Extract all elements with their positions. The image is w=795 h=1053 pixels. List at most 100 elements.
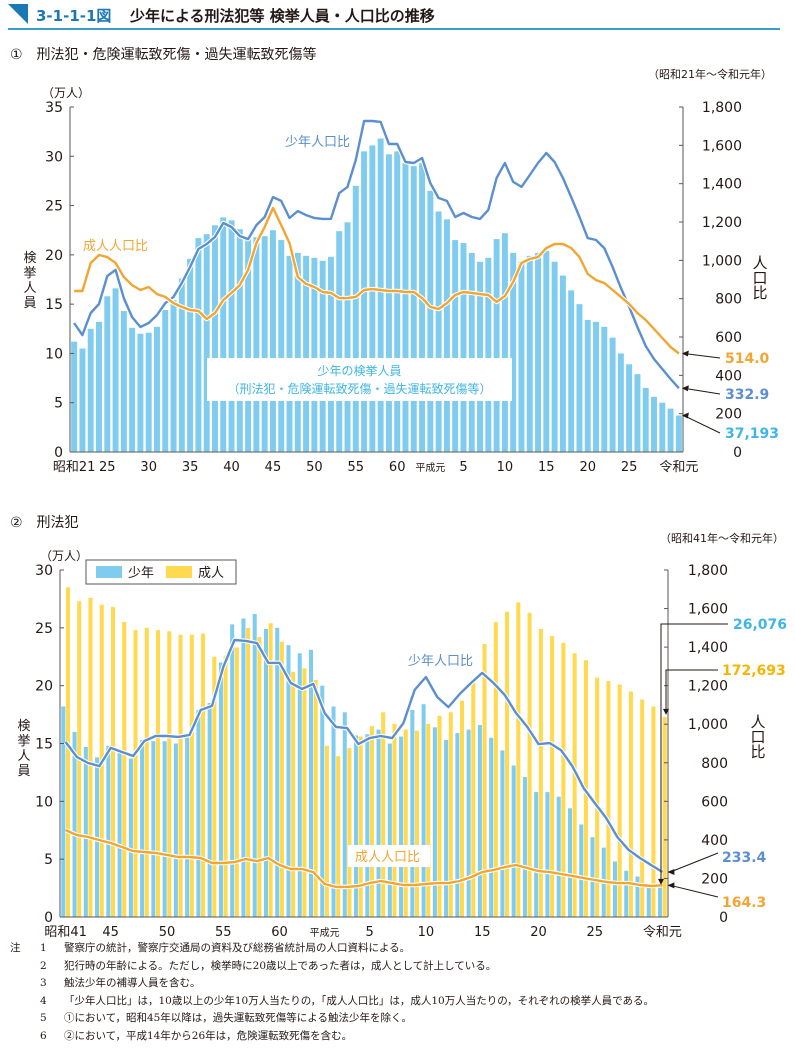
chart2-x-tick-label: 60	[271, 925, 288, 940]
chart2-bar-adult	[324, 745, 329, 917]
chart2-bar-juvenile	[72, 731, 77, 917]
chart1-bar-juvenile	[278, 240, 285, 452]
chart2-annotation-label: 164.3	[722, 895, 766, 911]
chart1-right-axis-title-char: 口	[752, 269, 767, 287]
chart2-right-tick-label: 1,000	[688, 717, 728, 733]
chart2-bar-juvenile	[545, 792, 550, 917]
chart2-bar-juvenile	[624, 870, 629, 917]
chart2-annotation-label: 172,693	[722, 663, 786, 679]
chart1-annotation-label: 37,193	[725, 426, 779, 442]
chart2-right-tick-label: 0	[719, 910, 728, 926]
chart1-right-tick-label: 1,000	[702, 253, 742, 269]
chart1-bar-juvenile	[510, 252, 517, 452]
chart1-left-tick-label: 25	[45, 199, 63, 215]
chart1-bar-juvenile	[667, 408, 674, 452]
chart2-right-axis-title-char: 人	[750, 713, 765, 731]
chart2-annotation-label: 26,076	[733, 617, 787, 633]
chart1-bar-juvenile	[626, 364, 633, 452]
chart2-bar-adult	[426, 723, 431, 917]
chart1-x-tick-label: 15	[538, 460, 555, 475]
note-item: 注 1 警察庁の統計，警察庁交通局の資料及び総務省統計局の人口資料による。	[10, 942, 411, 954]
chart2-annotation-arrow	[670, 884, 719, 898]
chart1-bar-juvenile	[609, 337, 616, 452]
chart2-x-tick-label: 5	[365, 925, 373, 940]
chart2-bar-adult	[313, 679, 318, 917]
chart1-left-unit: （万人）	[42, 86, 90, 100]
chart2-bar-adult	[65, 587, 70, 917]
chart1-x-tick-label: 10	[497, 460, 514, 475]
chart1-bar-juvenile	[319, 260, 326, 452]
chart2-bar-juvenile	[477, 724, 482, 917]
chart2-bar-adult	[493, 622, 498, 917]
chart1-line-juvenile-ratio	[73, 119, 680, 390]
chart1-right-axis-title-char: 比	[752, 284, 767, 302]
chart2-bar-juvenile	[151, 741, 156, 917]
chart1-bar-juvenile	[269, 230, 276, 452]
chart1-bar-juvenile	[112, 288, 119, 452]
chart1-range-note: （昭和21年～令和元年）	[648, 68, 772, 81]
chart1-right-tick-label: 1,400	[702, 177, 742, 193]
chart2-bar-juvenile	[218, 662, 223, 917]
chart2-bar-juvenile	[556, 796, 561, 917]
chart1-left-tick-label: 35	[45, 100, 63, 116]
chart1-left-tick-label: 30	[45, 149, 63, 165]
chart2-left-tick-label: 10	[35, 794, 53, 810]
note-item: 4 「少年人口比」は，10歳以上の少年10万人当たりの，「成人人口比」は，成人10…	[40, 994, 654, 1007]
chart1-left-axis-title-char: 検	[23, 251, 36, 266]
chart2-bar-juvenile	[196, 709, 201, 917]
chart1-bar-juvenile	[377, 138, 384, 453]
chart2-right-tick-label: 1,800	[688, 563, 728, 579]
chart2-left-axis-title-char: 人	[17, 749, 30, 764]
chart2-bar-juvenile	[421, 704, 426, 917]
chart2-bar-adult	[234, 647, 239, 917]
chart2-x-tick-label: 20	[530, 925, 547, 940]
chart1-right-tick-label: 1,200	[702, 215, 742, 231]
charts-canvas: 少年の検挙人員 （刑法犯・危険運転致死傷・過失運転致死傷等） 0 5 10 15 20 25 3…	[17, 86, 787, 940]
chart2-bar-juvenile	[140, 740, 145, 917]
chart1-bar-juvenile	[559, 275, 566, 452]
chart1-bar-juvenile	[617, 353, 624, 452]
chart2-bar-adult	[189, 634, 194, 917]
note-item: 2 犯行時の年齢による。ただし，検挙時に20歳以上であった者は，成人として計上して…	[40, 959, 497, 972]
chart2-bar-adult	[414, 730, 420, 917]
chart2-right-tick-label: 400	[701, 833, 728, 849]
chart2-bar-juvenile	[106, 745, 111, 917]
chart2-bar-adult	[516, 602, 521, 917]
chart2-left-tick-label: 5	[44, 852, 53, 868]
chart2-left-tick-label: 30	[35, 563, 53, 579]
chart2-right-axis-title-char: 口	[750, 728, 765, 746]
chart2-legend-label-adult: 成人	[198, 566, 224, 581]
chart2-bar-juvenile	[230, 624, 235, 917]
chart1-bar-juvenile	[79, 348, 86, 452]
chart1-left-axis-title: 検挙人員	[23, 251, 36, 311]
chart2-x-tick-label: 15	[474, 925, 491, 940]
chart1-left-axis-title-char: 人	[23, 281, 36, 296]
chart1-right-tick-label: 400	[715, 368, 742, 384]
chart2-bar-adult	[550, 635, 555, 917]
chart2-bar-juvenile	[387, 743, 392, 917]
chart1-bar-juvenile	[162, 310, 169, 452]
chart1-bar-juvenile	[120, 311, 127, 452]
chart1-bar-label-line1: 少年の検挙人員	[317, 364, 401, 378]
chart1-x-tick-label: 20	[579, 460, 596, 475]
chart2-bar-adult	[336, 756, 341, 917]
chart2-bar-adult	[144, 627, 149, 917]
chart2-bar-adult	[381, 712, 386, 917]
chart2-x-tick-label: 50	[159, 925, 176, 940]
figure-title: 少年による刑法犯等 検挙人員・人口比の推移	[130, 7, 435, 25]
chart2-bar-adult	[223, 655, 228, 917]
chart2-bar-adult	[561, 642, 566, 917]
chart2-legend-swatch-juvenile	[96, 566, 122, 578]
chart2-bar-juvenile	[354, 735, 359, 917]
chart2-left-tick-label: 15	[35, 737, 53, 753]
chart2-bar-juvenile	[399, 736, 404, 917]
chart2-bar-adult	[369, 726, 374, 917]
chart1-right-tick-label: 0	[733, 445, 742, 461]
header-triangle-icon	[8, 4, 28, 24]
chart2-bar-juvenile	[455, 733, 460, 917]
chart1-x-tick-label: 45	[265, 460, 282, 475]
chart2-bar-adult	[279, 641, 284, 917]
chart2-bar-adult	[482, 644, 487, 917]
chart2-bar-adult	[201, 633, 206, 917]
notes: 注 1 警察庁の統計，警察庁交通局の資料及び総務省統計局の人口資料による。 2 犯行時…	[10, 940, 654, 1045]
